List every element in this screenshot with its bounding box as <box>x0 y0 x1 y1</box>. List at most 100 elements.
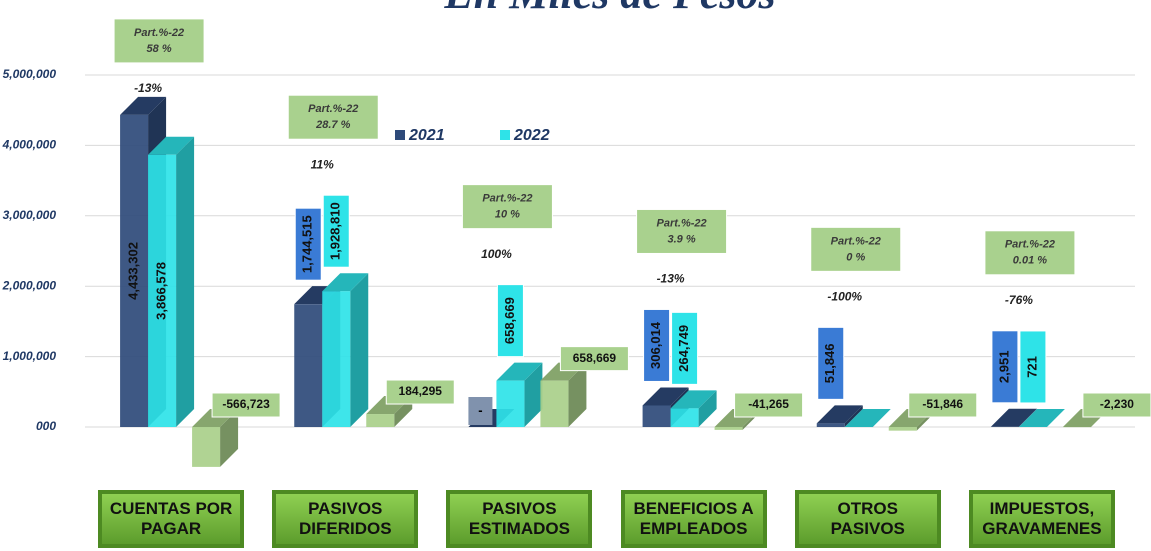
diff-label-box <box>211 392 281 418</box>
value-label: 658,669 <box>502 297 517 344</box>
diff-label-box <box>385 379 455 405</box>
bar-top <box>496 362 543 381</box>
share-box <box>984 230 1076 276</box>
bar <box>366 414 395 427</box>
value-label-box <box>496 284 524 358</box>
share-title: Part.%-22 <box>1005 239 1055 251</box>
bar-top <box>990 408 1037 427</box>
chart-title: En Miles de Pesos <box>443 0 775 18</box>
share-title: Part.%-22 <box>308 103 358 115</box>
share-box <box>461 184 553 230</box>
diff-label-box <box>1082 392 1151 418</box>
bar-side <box>1046 408 1065 427</box>
y-tick-label: 4,000,000 <box>2 138 57 152</box>
diff-label: -566,723 <box>222 397 270 411</box>
diff-label-box <box>908 392 978 418</box>
value-label: - <box>478 402 482 417</box>
value-label-box <box>294 207 322 281</box>
share-label: 28.7 % <box>315 119 350 131</box>
share-box <box>113 18 205 64</box>
chart: En Miles de Pesos 000 1,000,000 2,000,000 3… <box>2 0 1151 467</box>
share-title: Part.%-22 <box>831 235 881 247</box>
diff-label: -41,265 <box>748 397 789 411</box>
y-tick-label: 1,000,000 <box>3 349 57 363</box>
bar <box>888 427 917 431</box>
value-label: 3,866,578 <box>154 262 169 320</box>
bar-top <box>844 409 891 427</box>
y-tick-label: 3,000,000 <box>3 208 57 222</box>
share-title: Part.%-22 <box>482 193 532 205</box>
value-label: 264,749 <box>676 325 691 372</box>
bar-side <box>844 405 863 427</box>
value-label-box <box>1019 330 1047 404</box>
category-label: PASIVOS ESTIMADOS <box>446 490 593 548</box>
value-label: 2,951 <box>996 351 1011 384</box>
bar <box>642 405 671 427</box>
value-label: 4,433,302 <box>126 242 141 300</box>
bar <box>496 380 525 427</box>
value-label-box <box>643 308 671 382</box>
share-title: Part.%-22 <box>657 217 707 229</box>
diff-label: -2,230 <box>1100 397 1134 411</box>
value-label-box <box>991 330 1019 404</box>
value-label: 1,744,515 <box>300 215 315 273</box>
change-label: -100% <box>827 290 862 304</box>
bar <box>322 291 351 427</box>
share-label: 3.9 % <box>668 233 696 245</box>
bar-top <box>1018 408 1065 427</box>
category-label: PASIVOS DIFERIDOS <box>272 490 419 548</box>
share-label: 58 % <box>147 43 172 55</box>
bar-side <box>1018 408 1037 427</box>
change-label: -76% <box>1005 293 1033 307</box>
legend-swatch <box>500 130 510 140</box>
value-label-box <box>671 311 699 385</box>
legend-label: 2022 <box>513 127 550 144</box>
bar <box>120 114 149 427</box>
change-label: 100% <box>481 247 512 261</box>
bar-top <box>670 390 717 409</box>
diff-label-box <box>559 346 629 372</box>
y-tick-label: 000 <box>36 419 56 433</box>
diff-label-box <box>734 392 804 418</box>
bar <box>816 423 845 427</box>
bar <box>540 380 569 427</box>
bar <box>148 154 177 427</box>
share-box <box>810 226 902 272</box>
legend-swatch <box>395 130 405 140</box>
category-label: IMPUESTOS, GRAVAMENES <box>968 490 1115 548</box>
share-box <box>636 208 728 254</box>
legend-label: 2021 <box>408 127 445 144</box>
y-tick-label: 5,000,000 <box>3 67 57 81</box>
bar-side <box>176 136 195 427</box>
value-label: 51,846 <box>822 343 837 383</box>
bar-side <box>350 273 369 427</box>
bar-side <box>220 409 239 467</box>
bar-top <box>642 387 689 406</box>
bar <box>294 304 323 427</box>
share-label: 10 % <box>495 209 520 221</box>
category-label: OTROS PASIVOS <box>794 490 941 548</box>
value-label: 721 <box>1024 356 1039 378</box>
bar-side <box>524 362 543 427</box>
diff-label: -51,846 <box>922 397 963 411</box>
category-label: CUENTAS POR PAGAR <box>98 490 245 548</box>
share-label: 0.01 % <box>1013 255 1047 267</box>
change-label: 11% <box>311 157 334 171</box>
share-box <box>287 94 379 140</box>
bar-side <box>698 390 717 427</box>
share-title: Part.%-22 <box>134 27 184 39</box>
bar-top <box>322 273 369 292</box>
change-label: -13% <box>657 272 685 286</box>
diff-label: 184,295 <box>399 384 443 398</box>
bar-top <box>148 136 195 155</box>
bar <box>714 427 743 430</box>
bar-top <box>816 405 863 424</box>
change-label: -13% <box>134 81 162 95</box>
value-label: 306,014 <box>648 321 663 369</box>
bar <box>192 427 221 467</box>
bar-top <box>120 96 167 115</box>
diff-label: 658,669 <box>573 351 617 365</box>
value-label-box <box>322 194 350 268</box>
value-label-box <box>468 397 493 425</box>
